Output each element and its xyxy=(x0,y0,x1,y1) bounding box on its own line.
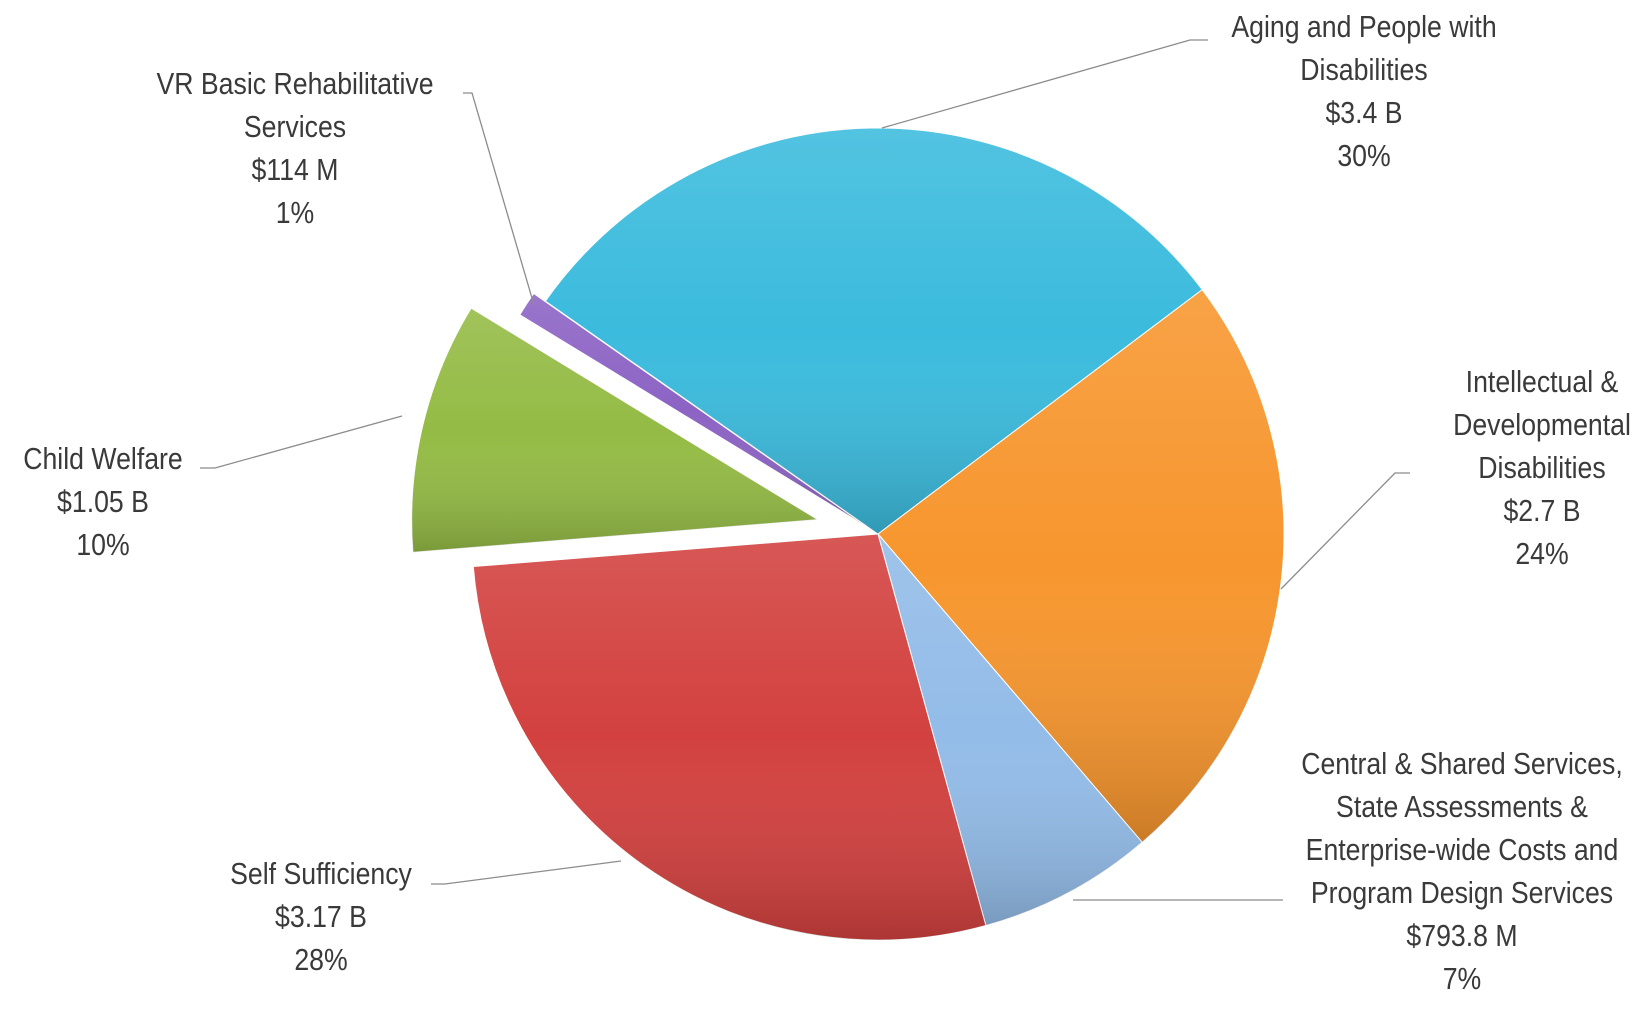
category-name: Self Sufficiency xyxy=(230,856,412,891)
amount-label: $3.4 B xyxy=(1325,95,1403,130)
leader-line xyxy=(431,860,622,885)
data-label: Central & Shared Services, State Assessm… xyxy=(1281,742,1642,1000)
amount-label: $114 M xyxy=(251,152,339,187)
amount-label: $2.7 B xyxy=(1503,493,1581,528)
leader-line xyxy=(200,415,403,469)
percent-label: 30% xyxy=(1337,138,1391,173)
data-label: Aging and People with Disabilities $3.4 B… xyxy=(1209,5,1519,177)
data-label: Intellectual & Developmental Disabilitie… xyxy=(1439,360,1645,575)
category-name: VR Basic Rehabilitative Services xyxy=(156,66,434,144)
leader-line xyxy=(881,39,1208,129)
amount-label: $793.8 M xyxy=(1406,918,1518,953)
data-label: Self Sufficiency $3.17 B 28% xyxy=(201,852,442,981)
data-label: Child Welfare $1.05 B 10% xyxy=(0,437,215,566)
category-name: Child Welfare xyxy=(23,441,183,476)
percent-label: 28% xyxy=(294,942,348,977)
leader-line xyxy=(1280,472,1410,590)
percent-label: 10% xyxy=(76,527,130,562)
data-label: VR Basic Rehabilitative Services $114 M 1% xyxy=(136,62,454,234)
percent-label: 24% xyxy=(1515,536,1569,571)
category-name: Aging and People with Disabilities xyxy=(1231,9,1497,87)
amount-label: $1.05 B xyxy=(57,484,149,519)
percent-label: 1% xyxy=(275,195,315,230)
amount-label: $3.17 B xyxy=(275,899,367,934)
category-name: Intellectual & Developmental Disabilitie… xyxy=(1453,364,1631,485)
category-name: Central & Shared Services, State Assessm… xyxy=(1301,746,1623,910)
leader-line xyxy=(463,92,535,306)
percent-label: 7% xyxy=(1442,961,1482,996)
